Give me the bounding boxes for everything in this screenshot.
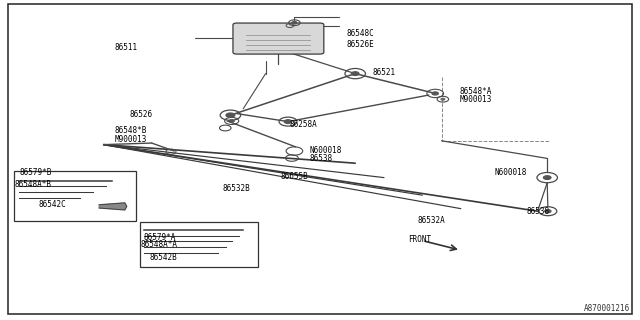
Text: 86548*B: 86548*B [115,126,147,135]
Circle shape [292,21,297,24]
Bar [140,222,258,267]
Text: 86258A: 86258A [289,120,317,129]
FancyBboxPatch shape [233,23,324,54]
Text: 86542C: 86542C [38,200,66,209]
Text: 86655B: 86655B [280,172,308,181]
Text: 86579*B: 86579*B [19,168,52,177]
Text: 86526E: 86526E [347,40,374,49]
Circle shape [351,72,359,76]
Circle shape [226,113,235,117]
Text: 86532A: 86532A [417,216,445,225]
Text: 86532B: 86532B [223,184,250,193]
Bar [14,171,136,221]
Text: 86521: 86521 [372,68,396,77]
Text: 86579*A: 86579*A [144,233,177,242]
Circle shape [284,120,292,124]
Text: 86538: 86538 [309,154,332,163]
Text: FRONT: FRONT [408,235,431,244]
Text: A870001216: A870001216 [584,304,630,313]
Circle shape [441,98,445,100]
Circle shape [545,210,551,213]
Text: 86542B: 86542B [149,253,177,262]
Text: 86548*A: 86548*A [460,87,492,96]
Polygon shape [99,203,127,210]
Text: N600018: N600018 [494,168,527,177]
Text: 86548A*B: 86548A*B [15,180,52,189]
Text: 86548A*A: 86548A*A [141,240,178,249]
Circle shape [543,176,551,180]
Text: 86548C: 86548C [347,29,374,38]
Circle shape [432,92,438,95]
Text: M900013: M900013 [460,95,492,104]
Text: 86526: 86526 [129,110,152,119]
Text: 86538: 86538 [526,207,549,216]
Text: M900013: M900013 [115,135,147,144]
Text: 86511: 86511 [115,44,138,52]
Circle shape [229,120,234,122]
Text: N600018: N600018 [309,146,342,155]
